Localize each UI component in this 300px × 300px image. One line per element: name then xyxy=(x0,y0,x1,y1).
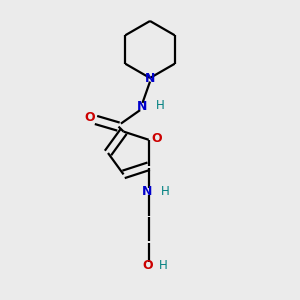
Text: O: O xyxy=(151,132,161,145)
Text: N: N xyxy=(142,185,152,198)
Text: N: N xyxy=(137,100,148,113)
Text: O: O xyxy=(84,111,95,124)
Text: H: H xyxy=(161,184,170,198)
Text: H: H xyxy=(155,99,164,112)
Text: H: H xyxy=(159,259,167,272)
Text: N: N xyxy=(145,71,155,85)
Text: O: O xyxy=(142,259,153,272)
